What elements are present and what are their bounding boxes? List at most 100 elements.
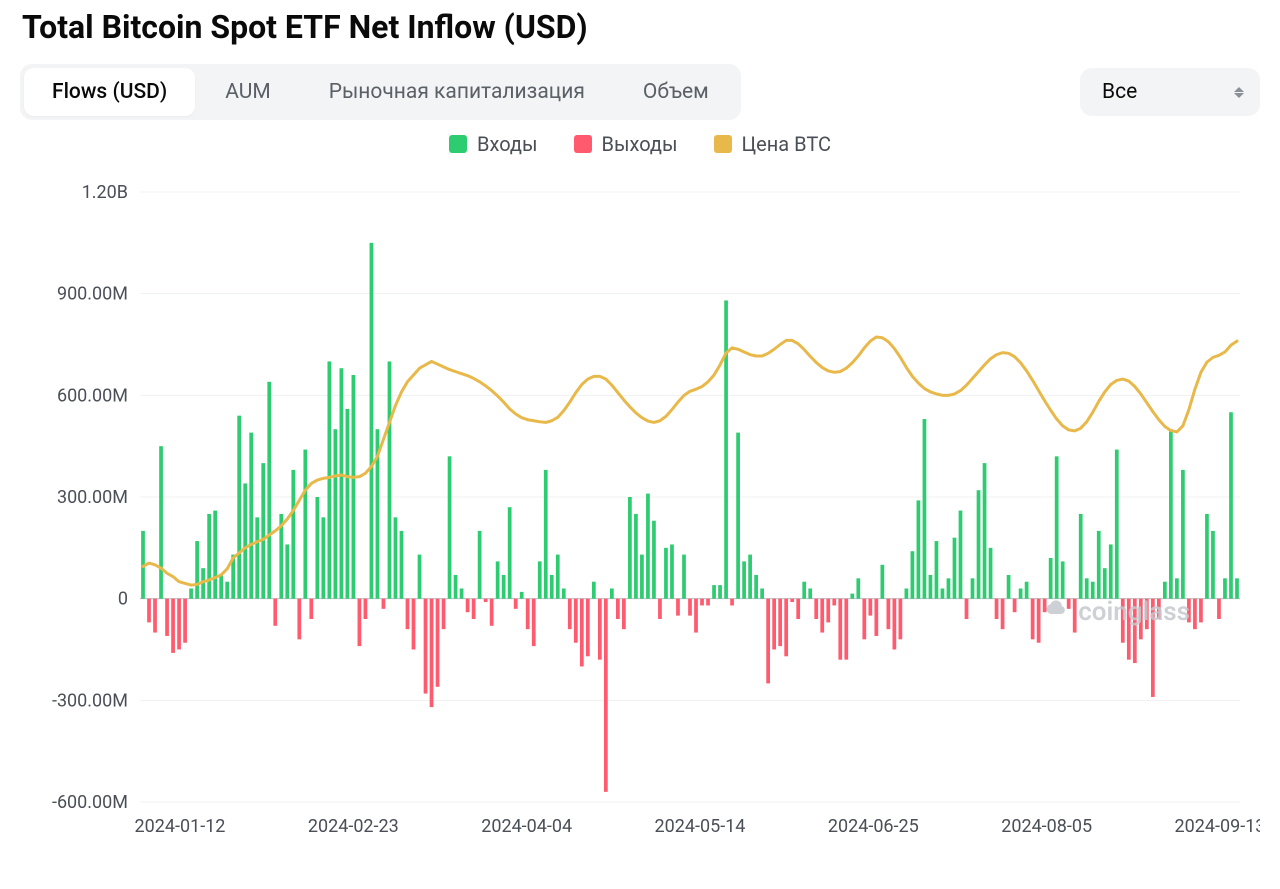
inflow-bar <box>478 531 482 599</box>
inflow-bar <box>971 578 975 598</box>
tab-marketcap[interactable]: Рыночная капитализация <box>301 68 613 116</box>
inflow-bar <box>1181 470 1185 599</box>
outflow-bar <box>568 599 572 630</box>
inflow-bar <box>394 517 398 598</box>
inflow-bar <box>255 517 259 598</box>
outflow-bar <box>1121 599 1125 643</box>
outflow-bar <box>790 599 794 602</box>
inflow-bar <box>628 497 632 599</box>
inflow-bar <box>315 497 319 599</box>
outflow-bar <box>700 599 704 606</box>
inflow-bar <box>592 582 596 599</box>
svg-text:-600.00M: -600.00M <box>52 792 128 813</box>
outflow-bar <box>706 599 710 606</box>
inflow-bar <box>538 561 542 598</box>
outflow-bar <box>772 599 776 650</box>
inflow-bar <box>370 243 374 599</box>
outflow-bar <box>1145 599 1149 630</box>
outflow-bar <box>273 599 277 626</box>
inflow-bar <box>195 541 199 599</box>
legend-inflow-label: Входы <box>477 132 538 156</box>
inflow-bar <box>983 463 987 599</box>
outflow-bar <box>658 599 662 619</box>
inflow-bar <box>850 594 854 599</box>
inflow-bar <box>748 555 752 599</box>
inflow-bar <box>496 561 500 598</box>
inflow-bar <box>454 575 458 599</box>
outflow-bar <box>820 599 824 633</box>
outflow-bar <box>1127 599 1131 660</box>
inflow-bar <box>418 555 422 599</box>
outflow-bar <box>766 599 770 684</box>
outflow-bar <box>532 599 536 646</box>
inflow-bar <box>652 521 656 599</box>
outflow-bar <box>1151 599 1155 697</box>
outflow-bar <box>514 599 518 609</box>
outflow-bar <box>165 599 169 636</box>
outflow-bar <box>616 599 620 619</box>
inflow-bar <box>225 582 229 599</box>
inflow-bar <box>346 409 350 599</box>
timeframe-dropdown[interactable]: Все <box>1080 68 1260 116</box>
chart-container: -600.00M-300.00M0300.00M600.00M900.00M1.… <box>20 162 1260 842</box>
inflow-bar <box>1091 582 1095 599</box>
outflow-bar <box>838 599 842 660</box>
inflow-bar <box>550 575 554 599</box>
chevron-updown-icon <box>1234 87 1244 98</box>
inflow-bar <box>1235 578 1239 598</box>
tab-aum[interactable]: AUM <box>197 68 298 116</box>
outflow-bar <box>147 599 151 623</box>
legend-outflow[interactable]: Выходы <box>574 132 678 156</box>
inflow-bar <box>718 585 722 599</box>
inflow-bar <box>333 429 337 598</box>
tab-volume[interactable]: Объем <box>615 68 737 116</box>
tab-flows[interactable]: Flows (USD) <box>24 68 195 116</box>
inflow-bar <box>947 578 951 598</box>
outflow-bar <box>874 599 878 636</box>
outflow-bar <box>1199 599 1203 623</box>
outflow-bar <box>796 599 800 619</box>
inflow-bar <box>1169 429 1173 598</box>
inflow-bar <box>989 548 993 599</box>
outflow-bar <box>183 599 187 643</box>
inflow-bar <box>953 538 957 599</box>
inflow-bar <box>856 578 860 598</box>
outflow-bar <box>574 599 578 643</box>
legend-price[interactable]: Цена BTC <box>714 132 831 156</box>
legend-inflow[interactable]: Входы <box>449 132 538 156</box>
inflow-bar <box>917 500 921 598</box>
inflow-bar <box>460 589 464 599</box>
inflow-bar <box>1085 578 1089 598</box>
inflow-bar <box>520 592 524 599</box>
outflow-bar <box>430 599 434 707</box>
outflow-bar <box>899 599 903 640</box>
outflow-bar <box>586 599 590 657</box>
etf-flow-chart: -600.00M-300.00M0300.00M600.00M900.00M1.… <box>20 162 1260 842</box>
inflow-bar <box>1055 456 1059 598</box>
outflow-bar <box>580 599 584 667</box>
inflow-bar <box>352 375 356 599</box>
inflow-bar <box>207 514 211 599</box>
svg-text:300.00M: 300.00M <box>57 487 128 508</box>
svg-text:2024-02-23: 2024-02-23 <box>308 816 399 837</box>
outflow-bar <box>1073 599 1077 633</box>
inflow-bar <box>327 361 331 598</box>
chart-legend: Входы Выходы Цена BTC <box>20 132 1260 156</box>
inflow-bar <box>159 446 163 598</box>
outflow-bar <box>694 599 698 633</box>
outflow-bar <box>472 599 476 619</box>
inflow-bar <box>544 470 548 599</box>
outflow-bar <box>868 599 872 616</box>
outflow-bar <box>1193 599 1197 630</box>
inflow-bar <box>736 433 740 599</box>
inflow-bar <box>243 483 247 598</box>
inflow-bar <box>634 514 638 599</box>
inflow-bar <box>261 463 265 599</box>
inflow-bar <box>189 589 193 599</box>
outflow-bar <box>784 599 788 657</box>
outflow-bar <box>676 599 680 616</box>
inflow-bar <box>237 416 241 599</box>
inflow-bar <box>291 470 295 599</box>
legend-outflow-label: Выходы <box>602 132 678 156</box>
inflow-bar <box>959 511 963 599</box>
